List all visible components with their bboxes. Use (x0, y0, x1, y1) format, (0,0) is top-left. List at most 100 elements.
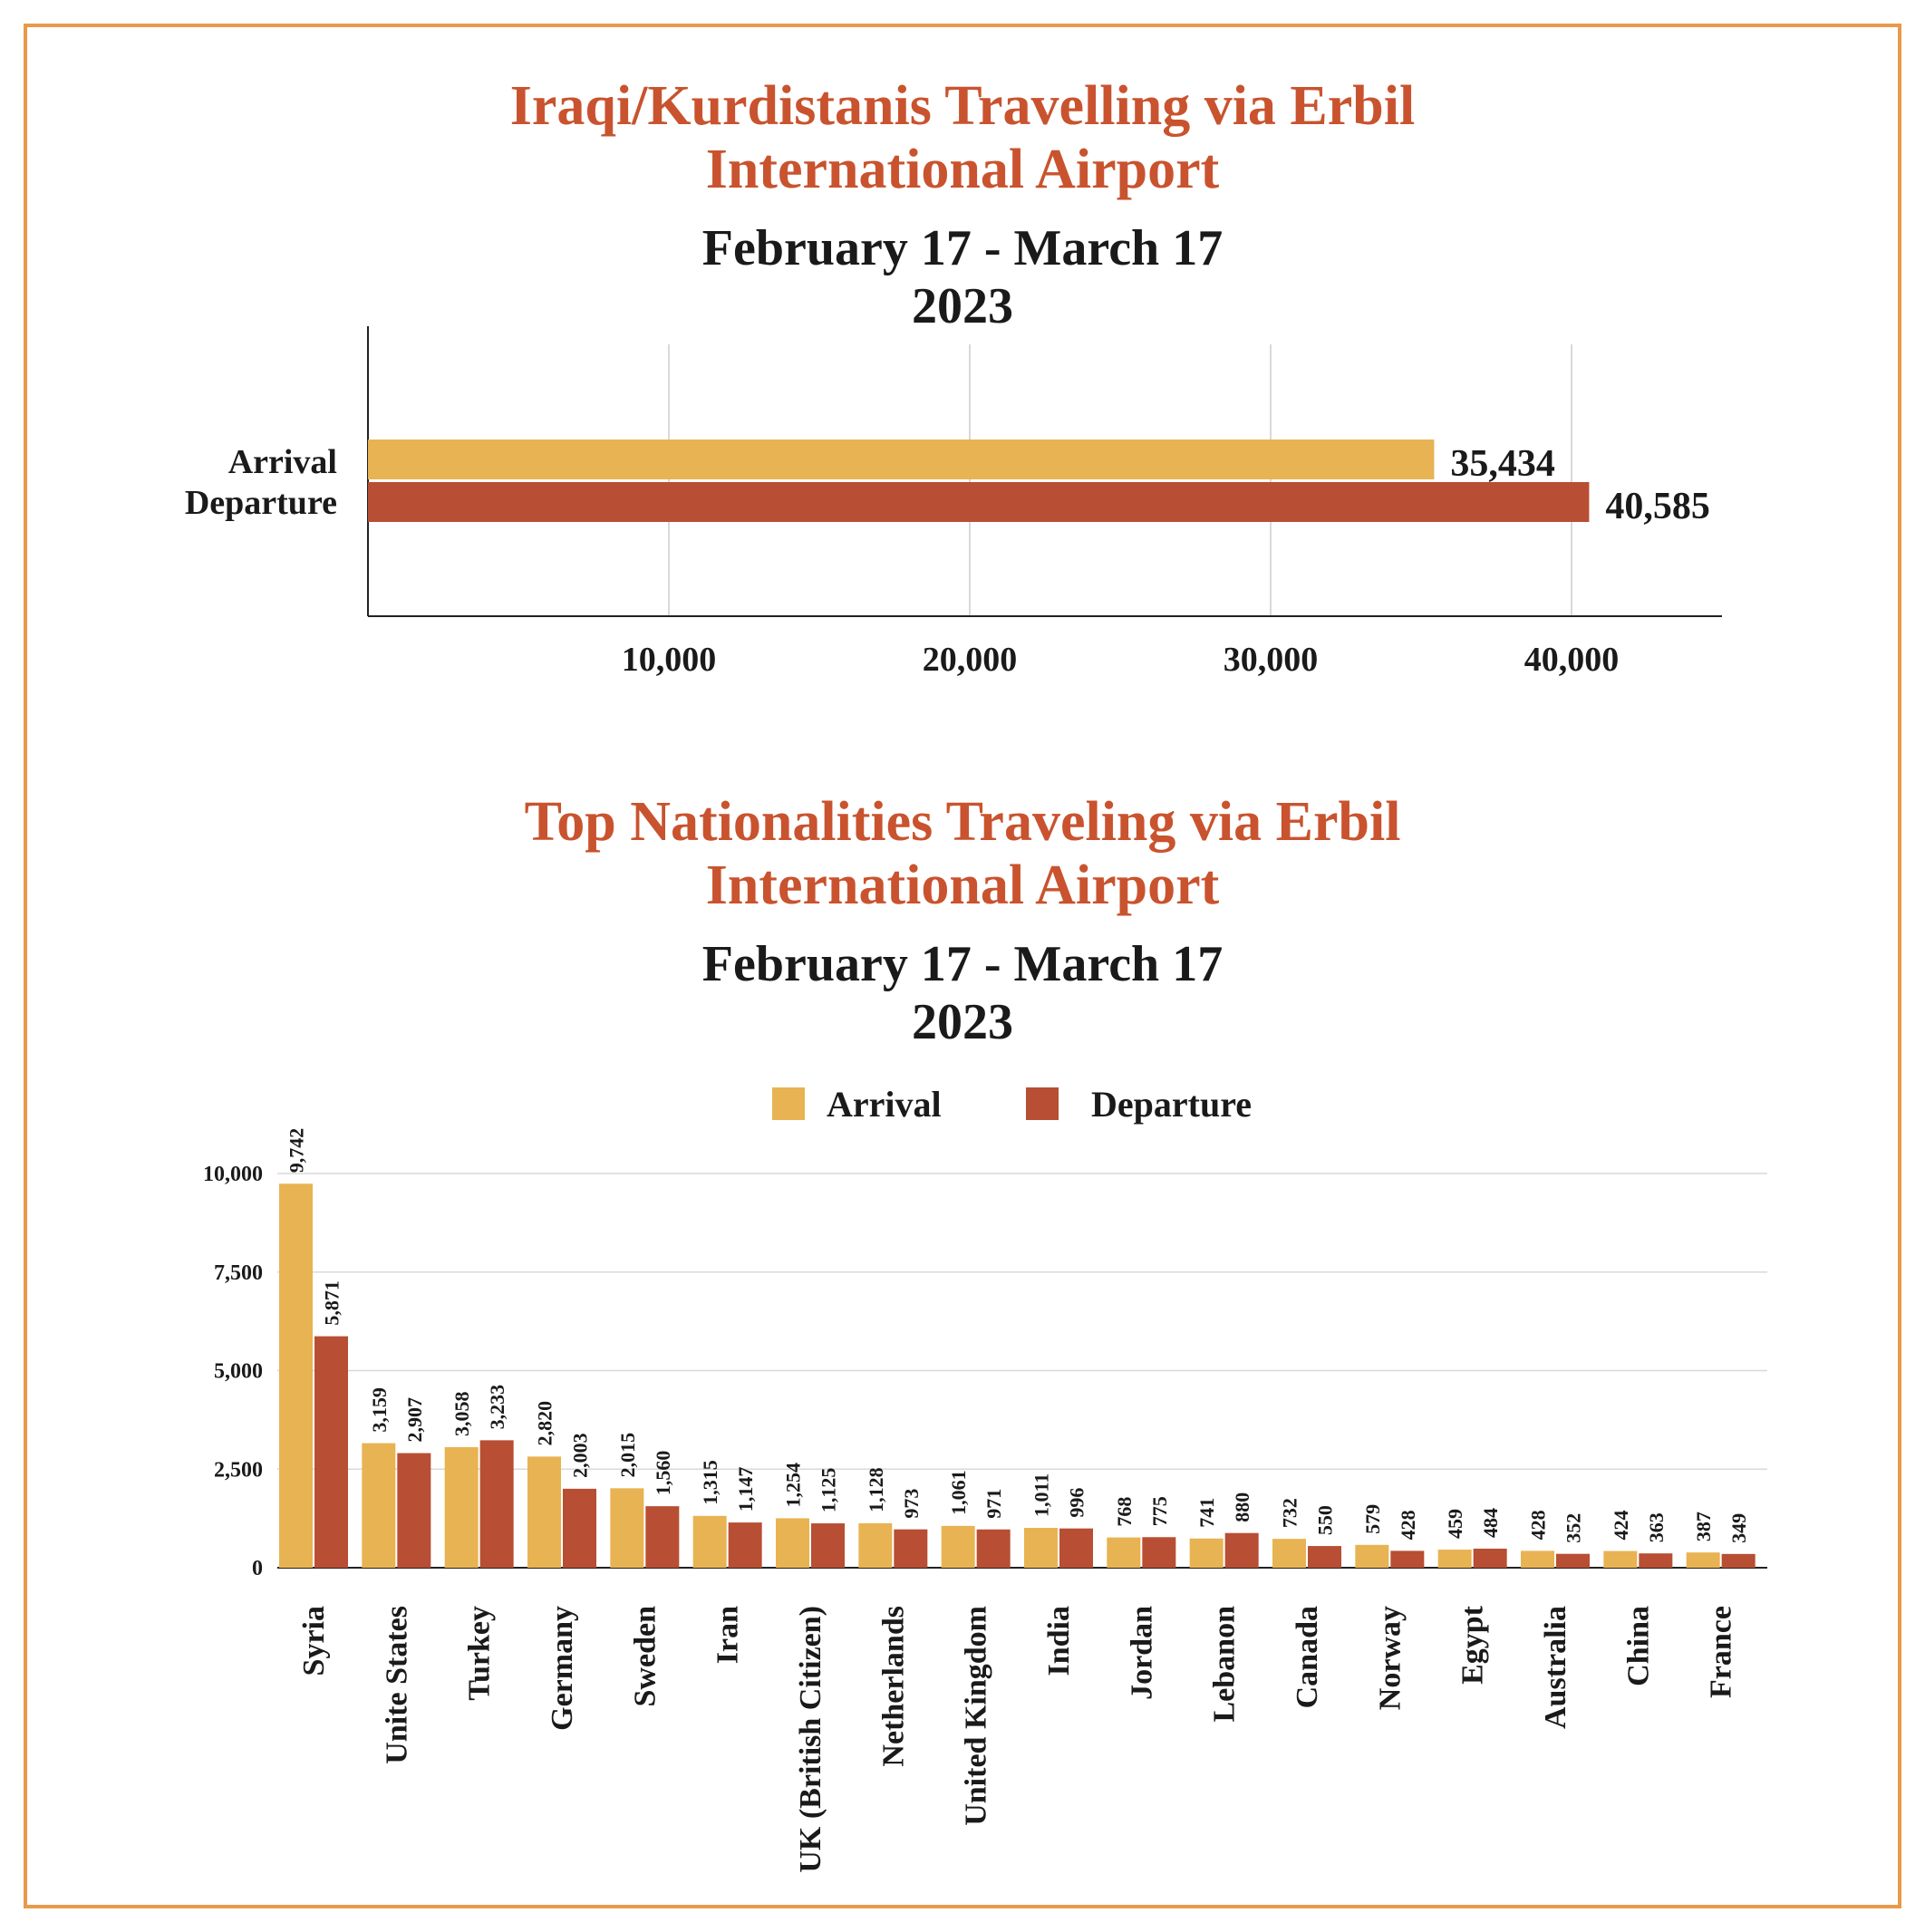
bottom-chart-title-line1: Top Nationalities Traveling via Erbil (524, 791, 1401, 853)
bar-value-label: 1,560 (652, 1451, 674, 1496)
top-chart-subtitle-year: 2023 (912, 278, 1013, 334)
bottom-chart-subtitle-dates: February 17 - March 17 (701, 936, 1224, 992)
bar-value-label: 40,585 (1605, 486, 1710, 527)
category-label: Germany (546, 1606, 579, 1731)
bar-value-label: 2,907 (403, 1397, 426, 1443)
bar-departure (1224, 1532, 1259, 1568)
category-label: Netherlands (876, 1606, 910, 1767)
category-label: Turkey (463, 1606, 497, 1701)
bar-value-label: 387 (1692, 1512, 1715, 1541)
y-tick-label: 2,500 (214, 1458, 263, 1482)
bar-arrival (279, 1183, 313, 1568)
bar-departure (728, 1522, 762, 1568)
bar-departure (563, 1488, 596, 1568)
legend-swatch-departure (1026, 1087, 1059, 1120)
bar-value-label: 741 (1195, 1498, 1218, 1528)
bar-value-label: 5,871 (321, 1280, 343, 1326)
bar-arrival (1437, 1550, 1472, 1568)
category-label: UK (British Citizen) (794, 1606, 827, 1873)
bar-value-label: 2,003 (569, 1433, 592, 1478)
y-tick-label: 10,000 (203, 1163, 263, 1186)
category-label: China (1621, 1606, 1655, 1686)
category-label: Norway (1373, 1606, 1407, 1710)
y-tick-label: 0 (252, 1557, 263, 1580)
bar-value-label: 459 (1444, 1509, 1466, 1539)
bar-arrival (1686, 1552, 1720, 1568)
bar-value-label: 1,128 (865, 1467, 887, 1512)
top-chart-title-line2: International Airport (705, 139, 1220, 200)
bottom-chart-subtitle-year: 2023 (912, 994, 1013, 1050)
bar-value-label: 971 (982, 1489, 1005, 1519)
category-label: India (1042, 1606, 1076, 1676)
bar-value-label: 1,061 (947, 1470, 970, 1515)
category-label-arrival: Arrival (228, 443, 337, 481)
bar-value-label: 363 (1645, 1512, 1668, 1542)
bar-arrival (368, 440, 1435, 479)
bar-departure (894, 1529, 928, 1568)
legend-swatch-arrival (772, 1087, 805, 1120)
category-label-departure: Departure (185, 484, 337, 522)
bar-departure (368, 482, 1590, 522)
category-label: Australia (1539, 1606, 1572, 1729)
bar-arrival (776, 1518, 809, 1568)
bar-arrival (1189, 1538, 1224, 1568)
category-label: Iran (711, 1606, 745, 1664)
bar-value-label: 768 (1113, 1497, 1136, 1527)
bar-arrival (527, 1456, 561, 1568)
top-horizontal-bar-chart: 10,000 20,000 30,000 40,000 35,434 Arrival 40,… (185, 326, 1722, 679)
bar-departure (1556, 1553, 1590, 1568)
bar-arrival (362, 1443, 396, 1568)
x-tick-label: 30,000 (1224, 641, 1319, 679)
bar-value-label: 880 (1231, 1492, 1253, 1522)
bar-arrival (1355, 1544, 1389, 1568)
bar-value-label: 3,159 (368, 1387, 391, 1433)
bar-value-label: 2,820 (534, 1401, 556, 1446)
top-chart-title-line1: Iraqi/Kurdistanis Travelling via Erbil (509, 75, 1416, 137)
category-label: Syria (297, 1606, 331, 1676)
bar-departure (1059, 1528, 1093, 1568)
bar-arrival (1272, 1539, 1306, 1568)
bar-value-label: 1,147 (734, 1467, 757, 1512)
bar-value-label: 732 (1279, 1498, 1301, 1528)
bar-value-label: 1,315 (699, 1460, 721, 1505)
bar-departure (1390, 1550, 1425, 1568)
bar-departure (397, 1453, 431, 1568)
bar-value-label: 579 (1361, 1504, 1384, 1534)
bar-departure (314, 1336, 348, 1568)
bar-departure (1142, 1537, 1176, 1568)
bar-value-label: 996 (1066, 1488, 1088, 1518)
bar-departure (645, 1506, 680, 1568)
bar-arrival (1024, 1528, 1058, 1568)
bar-departure (811, 1523, 845, 1568)
bar-value-label: 3,233 (486, 1385, 508, 1430)
legend-label-departure: Departure (1091, 1084, 1252, 1125)
category-label: Unite States (380, 1606, 413, 1764)
bar-departure (976, 1529, 1011, 1568)
bar-value-label: 550 (1314, 1505, 1337, 1535)
category-label: Sweden (628, 1606, 662, 1707)
x-tick-label: 10,000 (622, 641, 717, 679)
bar-value-label: 973 (900, 1489, 923, 1519)
bar-arrival (1603, 1550, 1638, 1568)
bar-value-label: 1,125 (817, 1468, 840, 1513)
category-label: United Kingdom (960, 1606, 993, 1826)
bar-departure (1721, 1553, 1756, 1568)
bar-departure (1308, 1546, 1341, 1568)
bar-value-label: 428 (1527, 1510, 1550, 1540)
bar-arrival (444, 1446, 479, 1568)
x-tick-label: 40,000 (1524, 641, 1620, 679)
bar-value-label: 349 (1727, 1513, 1750, 1543)
bar-value-label: 1,254 (782, 1463, 805, 1508)
bar-value-label: 424 (1610, 1511, 1632, 1541)
y-tick-label: 7,500 (214, 1261, 263, 1285)
bar-value-label: 9,742 (285, 1128, 308, 1174)
legend-label-arrival: Arrival (827, 1084, 942, 1125)
bar-arrival (692, 1515, 727, 1568)
category-label: Jordan (1125, 1606, 1158, 1700)
bottom-chart-title-line2: International Airport (705, 855, 1220, 916)
page-frame (24, 24, 1901, 1908)
bar-departure (1639, 1553, 1673, 1568)
bar-value-label: 428 (1397, 1510, 1419, 1540)
x-tick-label: 20,000 (923, 641, 1018, 679)
bar-value-label: 35,434 (1450, 443, 1555, 485)
